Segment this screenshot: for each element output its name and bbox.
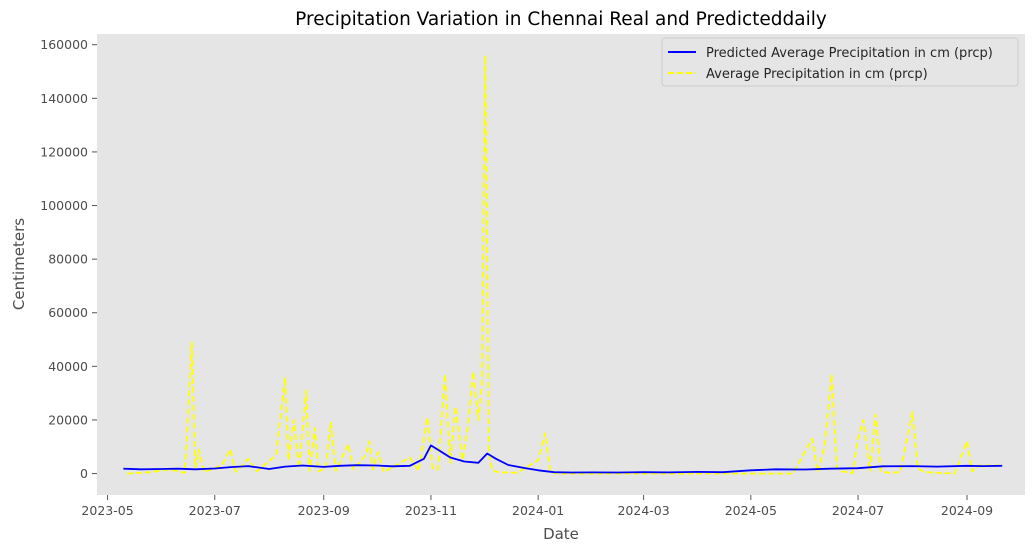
x-tick-label: 2024-07	[832, 503, 884, 518]
y-tick-label: 40000	[48, 359, 88, 374]
x-axis-label: Date	[543, 525, 579, 543]
x-tick-label: 2023-09	[298, 503, 350, 518]
y-axis-label: Centimeters	[10, 218, 28, 310]
legend-label-actual: Average Precipitation in cm (prcp)	[706, 67, 928, 82]
y-tick-label: 20000	[48, 412, 88, 427]
y-tick-label: 140000	[40, 91, 88, 106]
x-tick-label: 2023-05	[81, 503, 133, 518]
legend-box	[661, 37, 1019, 87]
x-tick-label: 2023-07	[189, 503, 241, 518]
y-tick-label: 120000	[40, 144, 88, 159]
series-line-actual	[126, 54, 1003, 475]
x-tick-label: 2024-09	[941, 503, 993, 518]
chart-title: Precipitation Variation in Chennai Real …	[295, 9, 827, 30]
y-tick-label: 60000	[48, 305, 88, 320]
series-line-predicted	[123, 444, 1003, 474]
legend-label-predicted: Predicted Average Precipitation in cm (p…	[706, 46, 993, 61]
y-tick-label: 160000	[40, 37, 88, 52]
x-tick-label: 2023-11	[405, 503, 457, 518]
x-axis-ticks: 2023-05 2023-07 2023-09 2023-11 2024-01 2024-…	[81, 495, 993, 518]
y-tick-label: 0	[80, 466, 88, 481]
plot-area	[97, 34, 1025, 495]
y-tick-label: 100000	[40, 198, 88, 213]
x-tick-label: 2024-03	[617, 503, 669, 518]
legend: Predicted Average Precipitation in cm (p…	[661, 37, 1019, 87]
series-layer	[123, 54, 1003, 475]
x-tick-label: 2024-01	[512, 503, 564, 518]
y-tick-label: 80000	[48, 252, 88, 267]
y-axis-ticks: 0 20000 40000 60000 80000 100000 120000 140000 1…	[40, 37, 97, 481]
x-tick-label: 2024-05	[725, 503, 777, 518]
